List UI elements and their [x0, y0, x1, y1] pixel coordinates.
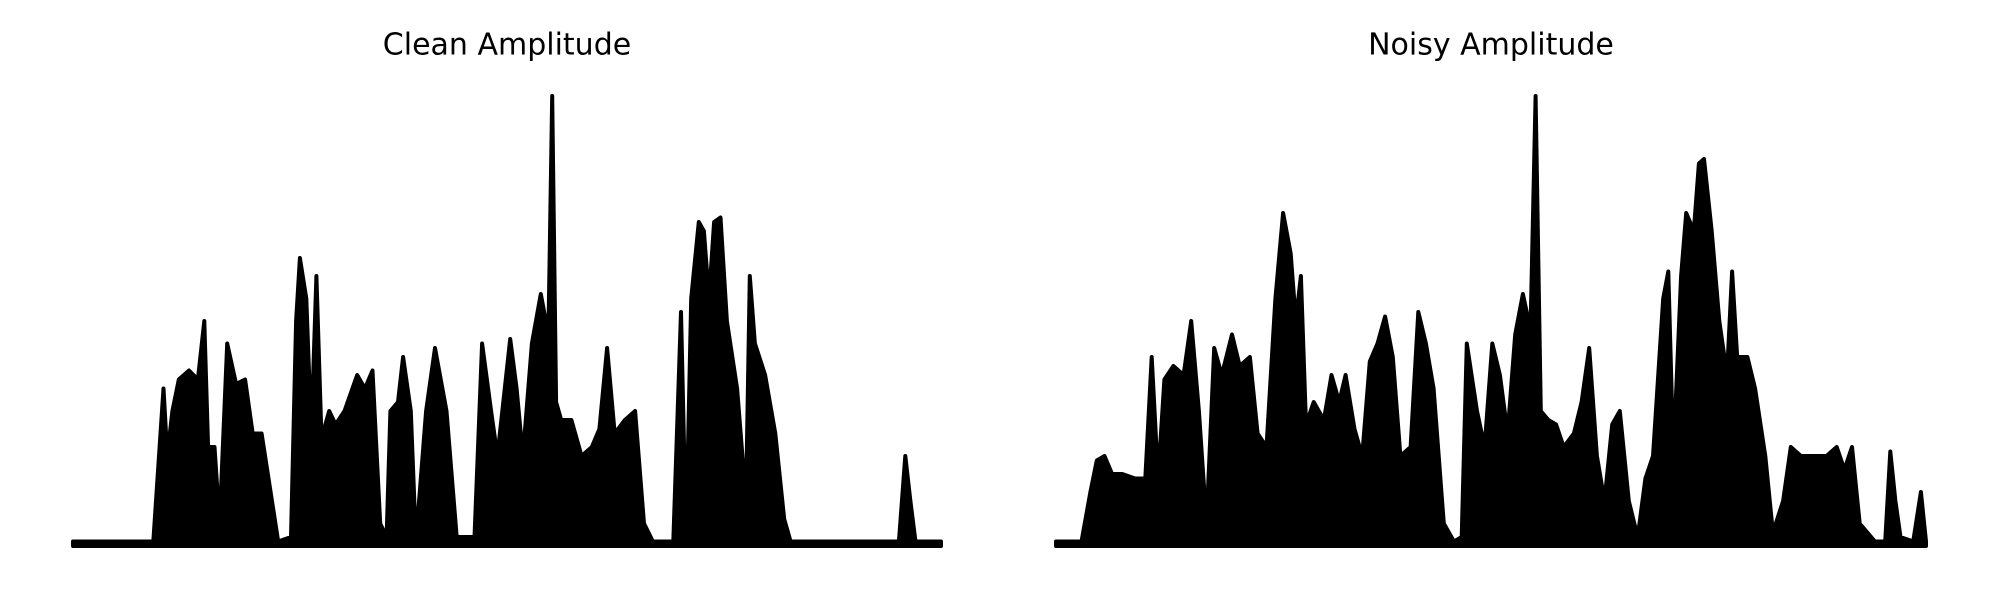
amplitude-area: [1054, 94, 1928, 548]
chart-title: Noisy Amplitude: [1368, 28, 1614, 63]
amplitude-area: [71, 94, 943, 548]
chart-title: Clean Amplitude: [383, 28, 631, 63]
